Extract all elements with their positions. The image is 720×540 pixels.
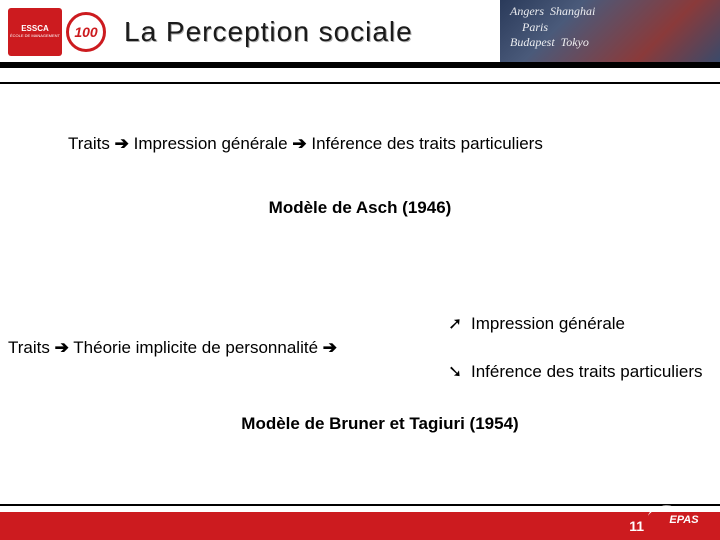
slide-header: ESSCA ÉCOLE DE MANAGEMENT 100 La Percept… bbox=[0, 0, 720, 70]
footer-rule bbox=[0, 504, 720, 506]
bruner-block: Traits ➔ Théorie implicite de personnali… bbox=[8, 314, 712, 384]
anniversary-100-logo: 100 bbox=[66, 12, 106, 52]
bruner-left-chain: Traits ➔ Théorie implicite de personnali… bbox=[8, 338, 337, 358]
model-bruner-label: Modèle de Bruner et Tagiuri (1954) bbox=[8, 414, 712, 434]
epas-text: EPAS bbox=[669, 514, 698, 526]
page-number: 11 bbox=[629, 518, 644, 534]
bruner-impression: Impression générale bbox=[471, 314, 625, 333]
arrow-downright-icon: ➘ bbox=[448, 362, 462, 382]
arrow-right-icon: ➔ bbox=[323, 338, 337, 357]
slide-content: Traits ➔ Impression générale ➔ Inférence… bbox=[0, 100, 720, 434]
slide-title: La Perception sociale bbox=[124, 16, 413, 48]
bruner-right-top: ➚ Impression générale bbox=[448, 314, 625, 334]
header-cities-image bbox=[500, 0, 720, 62]
header-rule-thin bbox=[0, 82, 720, 84]
header-rule-thick bbox=[0, 62, 720, 68]
anniversary-100-text: 100 bbox=[74, 24, 97, 40]
bruner-theory: Théorie implicite de personnalité bbox=[73, 338, 318, 357]
logo-group: ESSCA ÉCOLE DE MANAGEMENT 100 bbox=[8, 6, 108, 58]
chain-traits: Traits bbox=[68, 134, 110, 153]
arrow-right-icon: ➔ bbox=[292, 134, 306, 153]
arrow-right-icon: ➔ bbox=[115, 134, 129, 153]
epas-logo: EPAS bbox=[656, 504, 712, 536]
slide-footer: 11 EPAS bbox=[0, 506, 720, 540]
arrow-upright-icon: ➚ bbox=[448, 314, 462, 334]
chain-impression: Impression générale bbox=[134, 134, 288, 153]
essca-logo: ESSCA ÉCOLE DE MANAGEMENT bbox=[8, 8, 62, 56]
bruner-traits: Traits bbox=[8, 338, 50, 357]
asch-chain: Traits ➔ Impression générale ➔ Inférence… bbox=[68, 134, 712, 154]
model-asch-label: Modèle de Asch (1946) bbox=[8, 198, 712, 218]
arrow-right-icon: ➔ bbox=[55, 338, 69, 357]
bruner-right-bot: ➘ Inférence des traits particuliers bbox=[448, 362, 702, 382]
bruner-inference: Inférence des traits particuliers bbox=[471, 362, 703, 381]
chain-inference: Inférence des traits particuliers bbox=[311, 134, 543, 153]
footer-red-bar bbox=[0, 512, 720, 540]
essca-logo-sub: ÉCOLE DE MANAGEMENT bbox=[10, 34, 60, 38]
